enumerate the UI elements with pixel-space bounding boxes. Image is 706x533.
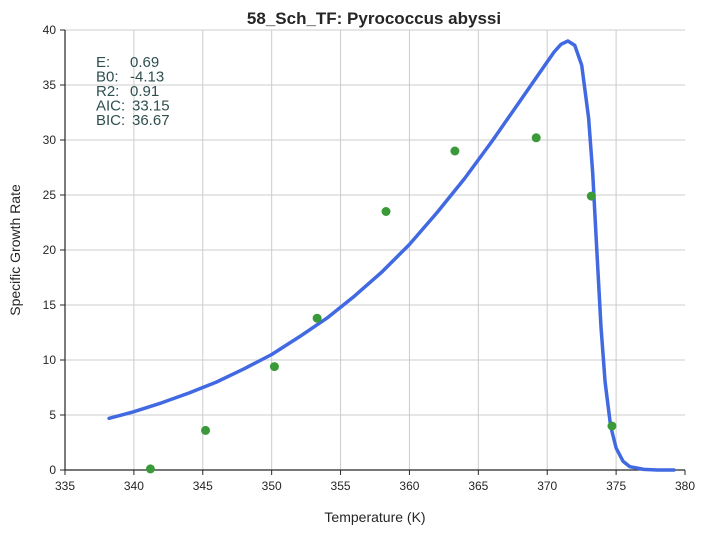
x-tick-label: 370 — [537, 479, 557, 493]
data-point — [586, 191, 596, 201]
data-point — [450, 146, 460, 156]
data-point — [312, 313, 322, 323]
stat-label: R2: — [96, 83, 119, 100]
stat-value: 0.69 — [130, 54, 159, 71]
stat-value: 36.67 — [132, 112, 170, 129]
axes — [60, 29, 686, 475]
stat-value: -4.13 — [130, 69, 164, 86]
x-tick-label: 360 — [399, 479, 419, 493]
stat-label: AIC: — [96, 98, 125, 115]
fit-statistics: E: 0.69 B0: -4.13 R2: 0.91 AIC: 33.15 BIC: 36.67 — [96, 54, 170, 129]
y-tick-label: 15 — [43, 298, 57, 312]
x-tick-label: 375 — [606, 479, 626, 493]
data-point — [381, 207, 391, 216]
x-axis-label: Temperature (K) — [324, 509, 425, 525]
data-point — [531, 133, 541, 143]
y-tick-label: 40 — [43, 23, 57, 37]
fit-curve-group — [107, 39, 676, 472]
x-tick-label: 365 — [468, 479, 488, 493]
stat-value: 33.15 — [132, 98, 170, 115]
data-point — [269, 362, 279, 372]
x-tick-labels: 335 340 345 350 355 360 365 370 375 380 — [55, 479, 695, 493]
y-tick-label: 30 — [43, 133, 57, 147]
stat-label: E: — [96, 54, 110, 71]
data-point — [201, 425, 211, 435]
chart-title: 58_Sch_TF: Pyrococcus abyssi — [247, 9, 501, 28]
data-point — [607, 421, 617, 431]
x-tick-label: 340 — [124, 479, 144, 493]
x-tick-label: 335 — [55, 479, 75, 493]
y-tick-label: 10 — [43, 353, 57, 367]
x-tick-label: 380 — [675, 479, 695, 493]
y-tick-label: 20 — [43, 243, 57, 257]
x-tick-label: 345 — [193, 479, 213, 493]
x-tick-label: 350 — [262, 479, 282, 493]
x-tick-label: 355 — [331, 479, 351, 493]
data-points — [145, 133, 617, 474]
y-tick-label: 25 — [43, 188, 57, 202]
stat-label: B0: — [96, 69, 119, 86]
y-tick-labels: 0 5 10 15 20 25 30 35 40 — [43, 23, 57, 477]
y-tick-label: 5 — [49, 408, 56, 422]
y-tick-label: 35 — [43, 78, 57, 92]
stat-label: BIC: — [96, 112, 125, 129]
grid — [65, 29, 685, 470]
fit-curve — [107, 39, 676, 472]
y-tick-label: 0 — [49, 463, 56, 477]
y-axis-label: Specific Growth Rate — [7, 184, 23, 316]
data-point — [145, 464, 155, 474]
stat-value: 0.91 — [130, 83, 159, 100]
